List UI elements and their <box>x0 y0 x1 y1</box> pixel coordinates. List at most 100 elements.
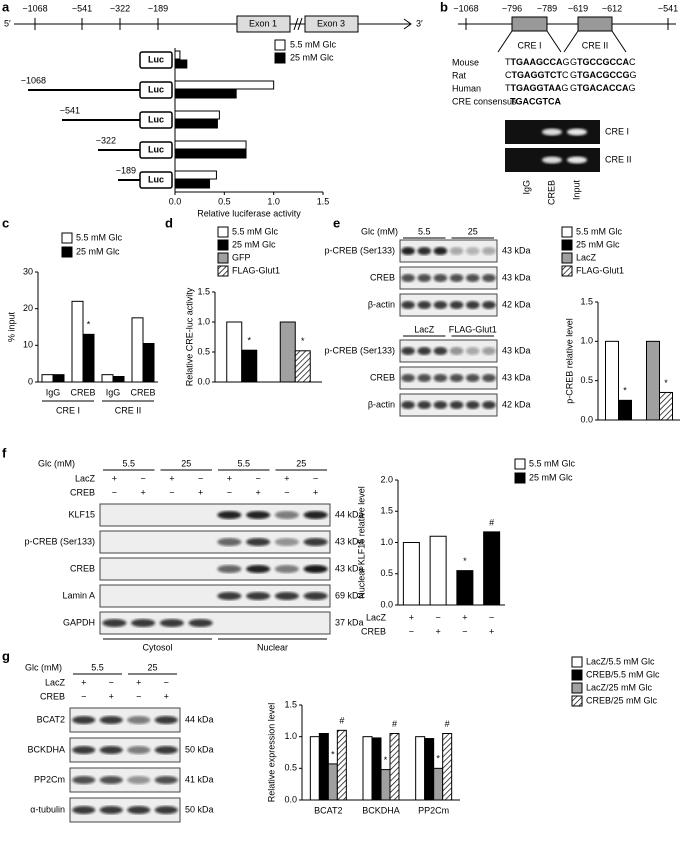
y-tick-label: 2.0 <box>380 474 393 484</box>
bar <box>82 333 95 383</box>
condition-name: LacZ <box>366 612 387 622</box>
bar <box>646 340 660 421</box>
gel-row-label: CRE II <box>605 154 632 164</box>
blot-band <box>246 565 271 573</box>
blot-row-label: Lamin A <box>62 590 95 600</box>
x-tick-label: 1.5 <box>317 196 330 206</box>
sequence-part: G <box>570 83 577 93</box>
x-tick-label: BCAT2 <box>314 805 342 815</box>
blot-band <box>401 247 415 255</box>
blot-band <box>127 776 151 784</box>
legend-label: 5.5 mM Glc <box>232 226 279 236</box>
species-label: Mouse <box>452 57 479 67</box>
condition-value: + <box>489 626 494 636</box>
blot-band <box>401 301 415 309</box>
blot-condition: 25 <box>468 226 478 236</box>
condition-name: CREB <box>361 626 386 636</box>
x-tick-label: IgG <box>46 387 61 397</box>
treatment-sign: + <box>227 473 232 483</box>
blot-condition: 25 <box>181 458 191 468</box>
blot-band <box>246 592 271 600</box>
blot-row-label: PP2Cm <box>34 774 65 784</box>
bar <box>483 531 501 606</box>
blot-band <box>449 301 464 309</box>
sequence-part: C <box>505 70 512 80</box>
x-tick-label: 0.5 <box>218 196 231 206</box>
blot-size-label: 43 kDa <box>502 245 531 255</box>
condition-value: − <box>462 626 467 636</box>
y-tick-label: 0.5 <box>380 568 393 578</box>
blot-size-label: 43 kDa <box>335 536 364 546</box>
exon-label: Exon 3 <box>317 18 345 28</box>
sequence-part: T <box>505 83 511 93</box>
legend-label: 25 mM Glc <box>290 52 334 62</box>
blot-band <box>482 401 496 409</box>
treatment-name: CREB <box>70 487 95 497</box>
blot-size-label: 50 kDa <box>185 744 214 754</box>
blot-band <box>449 401 464 409</box>
blot-band <box>449 374 464 382</box>
bar <box>402 542 420 606</box>
bar <box>605 340 619 421</box>
y-axis-label: p-CREB relative level <box>564 318 574 404</box>
panel-label: d <box>165 215 173 230</box>
blot-size-label: 44 kDa <box>335 509 364 519</box>
blot-row-label: BCAT2 <box>37 714 65 724</box>
treatment-sign: − <box>109 677 114 687</box>
y-tick-label: 0.0 <box>580 414 593 424</box>
blot-band <box>131 619 156 627</box>
gel-lane-label: Input <box>571 180 581 201</box>
legend-label: FLAG-Glut1 <box>576 265 624 275</box>
panel-label: g <box>2 648 10 663</box>
bar <box>442 733 453 801</box>
blot-strip <box>99 611 331 635</box>
y-tick-label: 0.0 <box>284 794 297 804</box>
blot-strip <box>399 339 498 363</box>
treatment-sign: − <box>140 473 145 483</box>
y-tick-label: 1.5 <box>197 286 210 296</box>
bar <box>174 89 237 99</box>
sequence-part: TGACGCCG <box>577 70 630 80</box>
legend-label: GFP <box>232 252 251 262</box>
y-axis-label: Nuclear KLF15 relative level <box>356 486 366 599</box>
blot-band <box>417 401 432 409</box>
legend-label: 25 mM Glc <box>529 472 573 482</box>
sequence-part: G <box>570 57 577 67</box>
blot-band <box>99 716 123 724</box>
treatment-sign: − <box>284 487 289 497</box>
luc-label: Luc <box>148 84 164 94</box>
cre-box <box>577 16 613 32</box>
site-label: −1068 <box>453 3 478 13</box>
blot-band <box>274 538 299 546</box>
sequence: TTGAGGTAAG <box>505 83 568 93</box>
blot-band <box>417 301 432 309</box>
sequence-part: G <box>629 83 636 93</box>
blot-strip <box>99 530 331 554</box>
blot-band <box>401 274 415 282</box>
consensus-label: CRE consensus <box>452 96 517 106</box>
y-tick-label: 0 <box>28 376 33 386</box>
legend-swatch <box>561 239 573 251</box>
blot-band <box>401 374 415 382</box>
blot-band <box>417 274 432 282</box>
blot-band <box>72 776 96 784</box>
construct-label: −322 <box>96 135 116 145</box>
blot-size-label: 37 kDa <box>335 617 364 627</box>
blot-band <box>99 746 123 754</box>
blot-row-label: CREB <box>70 563 95 573</box>
site-label: −189 <box>148 3 168 13</box>
panel-label: a <box>2 0 10 14</box>
sequence: CTGAGGTCTC <box>505 70 569 80</box>
luc-label: Luc <box>148 174 164 184</box>
bar <box>174 140 247 150</box>
site-label: −1068 <box>22 3 47 13</box>
blot-band <box>154 746 178 754</box>
sequence-part: T <box>505 57 511 67</box>
blot-condition: 25 <box>296 458 306 468</box>
blot-size-label: 42 kDa <box>502 299 531 309</box>
legend-swatch <box>561 252 573 264</box>
treatment-sign: + <box>81 677 86 687</box>
bar <box>433 767 444 801</box>
blot-strip <box>399 239 498 263</box>
